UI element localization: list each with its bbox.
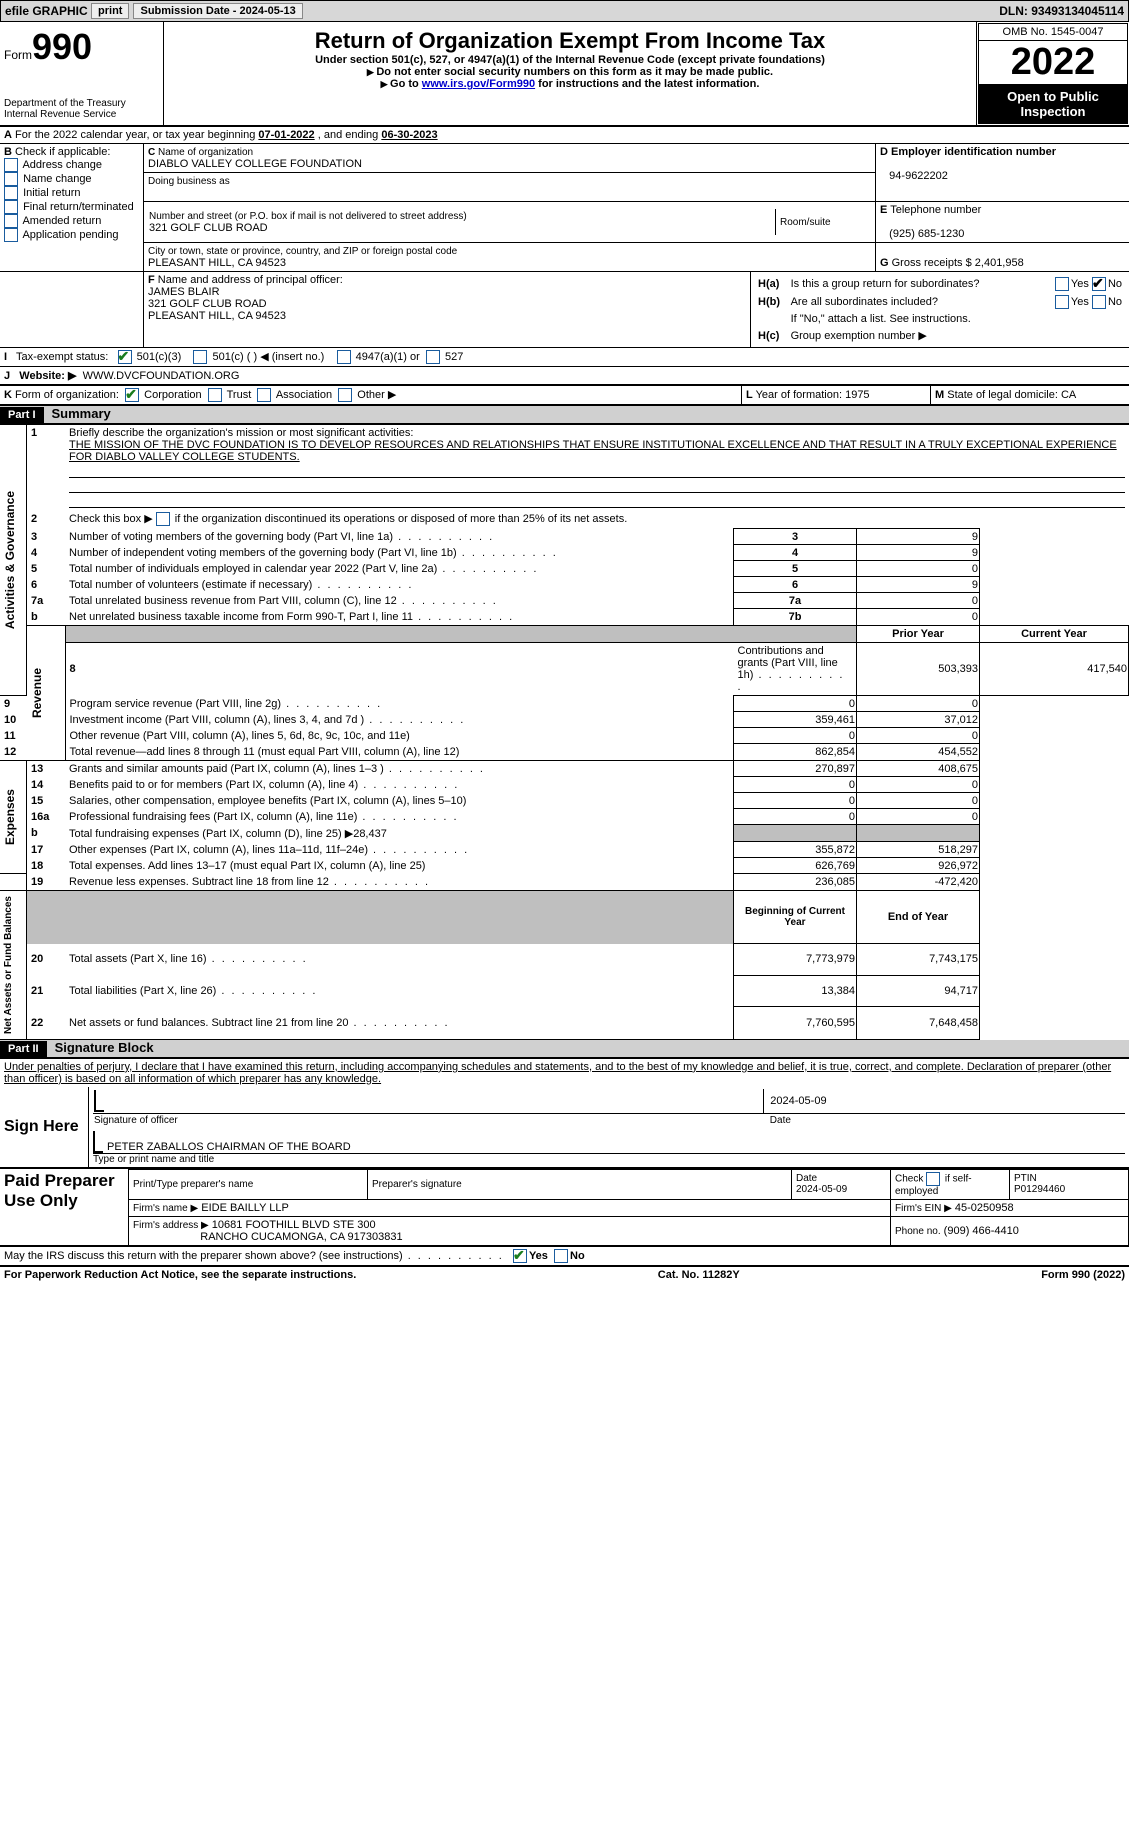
ein: 94-9622202 bbox=[889, 170, 948, 182]
line-a: A For the 2022 calendar year, or tax yea… bbox=[0, 127, 1129, 144]
527-checkbox[interactable] bbox=[426, 350, 440, 364]
firm-name: EIDE BAILLY LLP bbox=[201, 1202, 289, 1214]
part1-table: Activities & Governance 1 Briefly descri… bbox=[0, 425, 1129, 1040]
association-checkbox[interactable] bbox=[257, 388, 271, 402]
name-change-checkbox[interactable] bbox=[4, 172, 18, 186]
state-domicile: CA bbox=[1061, 389, 1076, 401]
application-pending-checkbox[interactable] bbox=[4, 228, 18, 242]
officer-name: JAMES BLAIR bbox=[148, 286, 220, 298]
form-title: Return of Organization Exempt From Incom… bbox=[170, 24, 970, 54]
year-formation: 1975 bbox=[845, 389, 869, 401]
gov-4: 9 bbox=[857, 545, 980, 561]
firm-address2: RANCHO CUCAMONGA, CA 917303831 bbox=[200, 1231, 402, 1243]
gov-7a: 0 bbox=[857, 593, 980, 609]
org-city: PLEASANT HILL, CA 94523 bbox=[148, 257, 286, 269]
discuss-line: May the IRS discuss this return with the… bbox=[0, 1247, 1129, 1265]
trust-checkbox[interactable] bbox=[208, 388, 222, 402]
website: WWW.DVCFOUNDATION.ORG bbox=[83, 370, 240, 382]
omb-number: OMB No. 1545-0047 bbox=[978, 23, 1128, 41]
address-change-checkbox[interactable] bbox=[4, 158, 18, 172]
ha-no-checkbox[interactable] bbox=[1092, 277, 1106, 291]
page-footer: For Paperwork Reduction Act Notice, see … bbox=[0, 1265, 1129, 1283]
gross-receipts: 2,401,958 bbox=[975, 257, 1024, 269]
firm-ein: 45-0250958 bbox=[955, 1202, 1014, 1214]
side-governance: Activities & Governance bbox=[1, 487, 19, 633]
phone: (925) 685-1230 bbox=[889, 228, 964, 240]
gov-7b: 0 bbox=[857, 609, 980, 626]
line-i: I Tax-exempt status: 501(c)(3) 501(c) ( … bbox=[0, 347, 1129, 366]
side-expenses: Expenses bbox=[1, 785, 19, 849]
submission-date-button[interactable]: Submission Date - 2024-05-13 bbox=[133, 3, 302, 19]
form-header: Form990 Department of the Treasury Inter… bbox=[0, 22, 1129, 127]
rev-8c: 417,540 bbox=[980, 642, 1129, 695]
mission-text: THE MISSION OF THE DVC FOUNDATION IS TO … bbox=[69, 439, 1117, 463]
hb-yes-checkbox[interactable] bbox=[1055, 295, 1069, 309]
irs-label: Internal Revenue Service bbox=[4, 109, 159, 120]
goto-note: Go to www.irs.gov/Form990 for instructio… bbox=[170, 78, 970, 90]
side-revenue: Revenue bbox=[28, 664, 46, 722]
officer-printed-name: PETER ZABALLOS CHAIRMAN OF THE BOARD bbox=[107, 1141, 351, 1153]
sig-date: 2024-05-09 bbox=[764, 1089, 1125, 1114]
rev-8p: 503,393 bbox=[857, 642, 980, 695]
4947-checkbox[interactable] bbox=[337, 350, 351, 364]
discontinued-checkbox[interactable] bbox=[156, 512, 170, 526]
perjury-declaration: Under penalties of perjury, I declare th… bbox=[0, 1059, 1129, 1087]
tax-year: 2022 bbox=[978, 41, 1128, 84]
501c-checkbox[interactable] bbox=[193, 350, 207, 364]
form-subtitle: Under section 501(c), 527, or 4947(a)(1)… bbox=[170, 54, 970, 66]
irs-link[interactable]: www.irs.gov/Form990 bbox=[422, 78, 535, 90]
firm-phone: (909) 466-4410 bbox=[944, 1225, 1019, 1237]
amended-return-checkbox[interactable] bbox=[4, 214, 18, 228]
discuss-no-checkbox[interactable] bbox=[554, 1249, 568, 1263]
other-checkbox[interactable] bbox=[338, 388, 352, 402]
discuss-yes-checkbox[interactable] bbox=[513, 1249, 527, 1263]
org-name: DIABLO VALLEY COLLEGE FOUNDATION bbox=[148, 158, 362, 170]
self-employed-checkbox[interactable] bbox=[926, 1172, 940, 1186]
final-return-checkbox[interactable] bbox=[4, 200, 18, 214]
ptin: P01294460 bbox=[1014, 1184, 1065, 1195]
gov-6: 9 bbox=[857, 577, 980, 593]
preparer-date: 2024-05-09 bbox=[796, 1184, 847, 1195]
paid-preparer-block: Paid Preparer Use Only Print/Type prepar… bbox=[0, 1169, 1129, 1247]
gov-3: 9 bbox=[857, 529, 980, 545]
line-j: J Website: ▶ WWW.DVCFOUNDATION.ORG bbox=[0, 366, 1129, 386]
dln-label: DLN: 93493134045114 bbox=[999, 4, 1124, 18]
open-public: Open to Public Inspection bbox=[978, 84, 1128, 124]
fh-block: F Name and address of principal officer:… bbox=[0, 271, 1129, 347]
firm-address1: 10681 FOOTHILL BLVD STE 300 bbox=[212, 1219, 376, 1231]
part1-header: Part ISummary bbox=[0, 406, 1129, 425]
501c3-checkbox[interactable] bbox=[118, 350, 132, 364]
part2-header: Part IISignature Block bbox=[0, 1040, 1129, 1059]
dept-treasury: Department of the Treasury bbox=[4, 98, 159, 109]
print-button[interactable]: print bbox=[91, 3, 129, 19]
ssn-note: Do not enter social security numbers on … bbox=[170, 66, 970, 78]
side-net-assets: Net Assets or Fund Balances bbox=[1, 892, 16, 1038]
initial-return-checkbox[interactable] bbox=[4, 186, 18, 200]
top-bar: efile GRAPHIC print Submission Date - 20… bbox=[0, 0, 1129, 22]
corporation-checkbox[interactable] bbox=[125, 388, 139, 402]
efile-label: efile GRAPHIC bbox=[5, 4, 88, 18]
hb-no-checkbox[interactable] bbox=[1092, 295, 1106, 309]
sign-here-block: Sign Here 2024-05-09 Signature of office… bbox=[0, 1087, 1129, 1169]
klm-block: K Form of organization: Corporation Trus… bbox=[0, 386, 1129, 406]
form-number: 990 bbox=[32, 26, 92, 67]
info-block: B Check if applicable: Address change Na… bbox=[0, 144, 1129, 271]
org-street: 321 GOLF CLUB ROAD bbox=[149, 222, 268, 234]
ha-yes-checkbox[interactable] bbox=[1055, 277, 1069, 291]
gov-5: 0 bbox=[857, 561, 980, 577]
